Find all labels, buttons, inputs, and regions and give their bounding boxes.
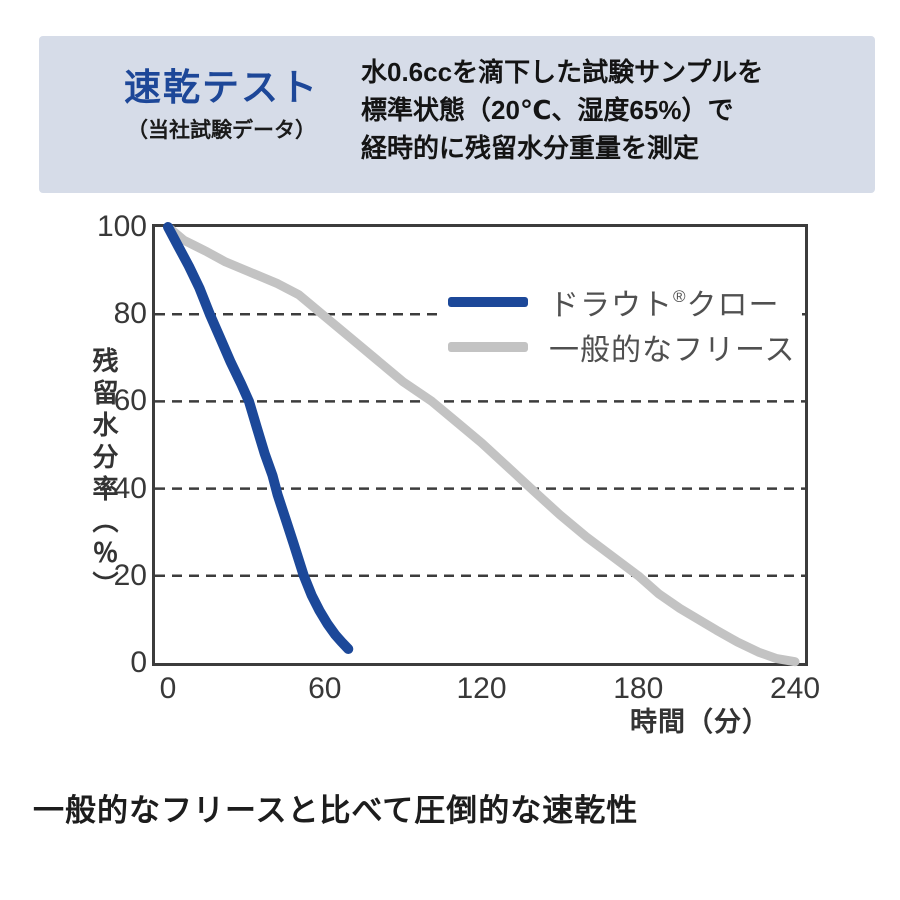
- y-tick-label-80: 80: [113, 297, 147, 331]
- y-tick-label-60: 60: [113, 384, 147, 418]
- legend-item-fleece: 一般的なフリース: [448, 324, 796, 369]
- caption: 一般的なフリースと比べて圧倒的な速乾性: [33, 793, 639, 828]
- x-tick-label-240: 240: [769, 672, 821, 705]
- y-tick-label-20: 20: [113, 558, 147, 592]
- page-subtitle: （当社試験データ）: [127, 119, 316, 142]
- x-tick-label-120: 120: [456, 672, 507, 705]
- fleece-curve: [163, 222, 800, 667]
- legend-swatch-draut: [448, 296, 528, 307]
- page-title: 速乾テスト: [124, 67, 319, 108]
- test-description-line-2: 標準状態（20℃、湿度65%）で: [361, 95, 734, 125]
- legend-label-fleece: 一般的なフリース: [549, 333, 796, 367]
- draut-curve: [163, 222, 354, 654]
- legend-item-draut: ドラウト®クロー: [448, 279, 796, 324]
- legend-label-draut-text2: クロー: [686, 288, 780, 322]
- x-tick-label-60: 60: [308, 672, 342, 705]
- legend: ドラウト®クロー 一般的なフリース: [440, 279, 802, 369]
- y-axis-title: 残留水分率（％）: [89, 347, 119, 603]
- legend-swatch-fleece: [448, 341, 528, 352]
- x-axis-title: 時間（分）: [630, 707, 770, 737]
- plot-area: ドラウト®クロー 一般的なフリース: [152, 222, 808, 667]
- test-description-line-3: 経時的に残留水分重量を測定: [361, 133, 700, 163]
- header-left-block: 速乾テスト （当社試験データ）: [94, 66, 349, 144]
- registered-trademark-symbol: ®: [673, 286, 687, 306]
- legend-label-draut: ドラウト®クロー: [549, 280, 780, 324]
- y-tick-label-100: 100: [96, 210, 147, 243]
- legend-label-draut-text: ドラウト: [549, 288, 673, 322]
- x-tick-label-0: 0: [159, 672, 177, 705]
- test-description: 水0.6ccを滴下した試験サンプルを 標準状態（20℃、湿度65%）で 経時的に…: [361, 53, 763, 167]
- x-tick-label-180: 180: [613, 672, 664, 705]
- y-tick-label-0: 0: [130, 646, 147, 679]
- y-tick-label-40: 40: [113, 471, 147, 505]
- test-description-line-1: 水0.6ccを滴下した試験サンプルを: [361, 57, 764, 87]
- header-box: 速乾テスト （当社試験データ） 水0.6ccを滴下した試験サンプルを 標準状態（…: [39, 36, 875, 193]
